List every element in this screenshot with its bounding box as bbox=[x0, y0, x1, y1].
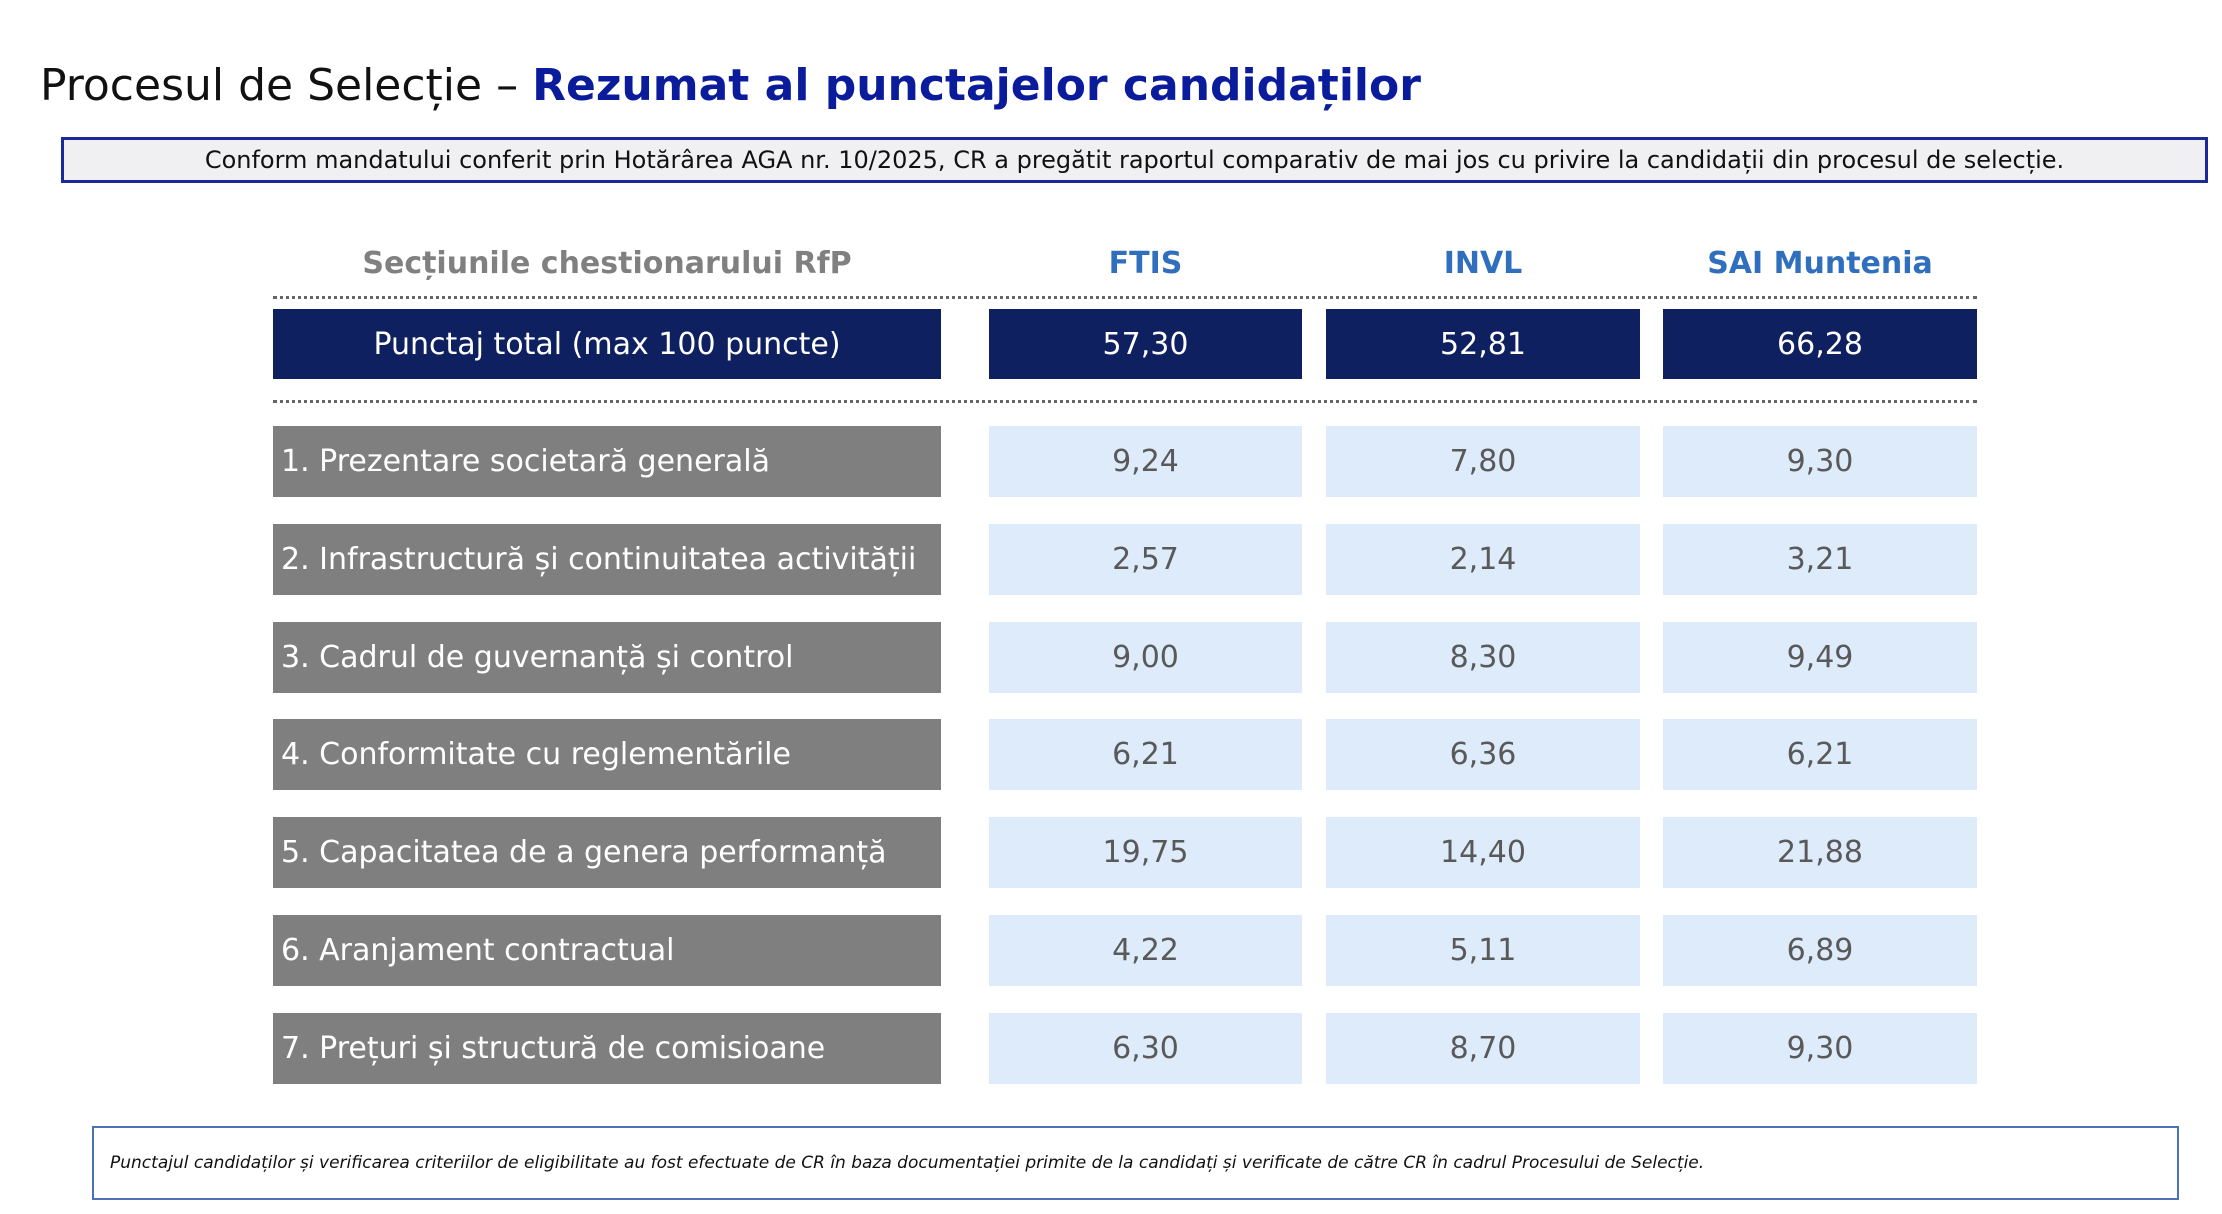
divider bbox=[273, 400, 1977, 403]
score-cell: 9,30 bbox=[1663, 426, 1977, 497]
score-cell: 6,89 bbox=[1663, 915, 1977, 986]
section-label: 4. Conformitate cu reglementările bbox=[273, 719, 941, 791]
score-cell: 4,22 bbox=[989, 915, 1302, 986]
total-score: 57,30 bbox=[989, 309, 1302, 379]
section-label: 7. Prețuri și structură de comisioane bbox=[273, 1012, 941, 1084]
title: Procesul de Selecție – Rezumat al puncta… bbox=[40, 60, 1421, 111]
score-cell: 3,21 bbox=[1663, 523, 1977, 595]
column-header: Secțiunile chestionarului RfP bbox=[362, 246, 852, 281]
title-bold: Rezumat al punctajelor candidaților bbox=[532, 60, 1421, 111]
score-cell: 9,49 bbox=[1663, 621, 1977, 693]
score-cell: 6,21 bbox=[989, 719, 1302, 791]
score-cell: 7,80 bbox=[1326, 426, 1640, 497]
score-cell: 9,00 bbox=[989, 621, 1302, 693]
score-cell: 8,70 bbox=[1326, 1012, 1640, 1084]
score-cell: 14,40 bbox=[1326, 817, 1640, 889]
score-cell: 2,57 bbox=[989, 523, 1302, 595]
section-label: 6. Aranjament contractual bbox=[273, 915, 941, 986]
score-cell: 9,24 bbox=[989, 426, 1302, 497]
column-header: INVL bbox=[1443, 246, 1523, 281]
score-cell: 6,21 bbox=[1663, 719, 1977, 791]
column-header: SAI Muntenia bbox=[1707, 246, 1933, 281]
score-cell: 8,30 bbox=[1326, 621, 1640, 693]
score-cell: 6,36 bbox=[1326, 719, 1640, 791]
section-label: 2. Infrastructură și continuitatea activ… bbox=[273, 523, 941, 595]
section-label: 3. Cadrul de guvernanță și control bbox=[273, 621, 941, 693]
banner: Conform mandatului conferit prin Hotărâr… bbox=[61, 137, 2208, 183]
score-cell: 2,14 bbox=[1326, 523, 1640, 595]
score-cell: 5,11 bbox=[1326, 915, 1640, 986]
score-cell: 6,30 bbox=[989, 1012, 1302, 1084]
title-plain: Procesul de Selecție – bbox=[40, 60, 519, 111]
section-label: 5. Capacitatea de a genera performanță bbox=[273, 817, 941, 889]
section-label: 1. Prezentare societară generală bbox=[273, 426, 941, 497]
total-label: Punctaj total (max 100 puncte) bbox=[273, 309, 941, 379]
column-header: FTIS bbox=[1108, 246, 1183, 281]
total-score: 66,28 bbox=[1663, 309, 1977, 379]
score-cell: 9,30 bbox=[1663, 1012, 1977, 1084]
score-cell: 21,88 bbox=[1663, 817, 1977, 889]
footnote: Punctajul candidaților și verificarea cr… bbox=[92, 1126, 2179, 1200]
score-cell: 19,75 bbox=[989, 817, 1302, 889]
total-score: 52,81 bbox=[1326, 309, 1640, 379]
divider bbox=[273, 296, 1977, 299]
